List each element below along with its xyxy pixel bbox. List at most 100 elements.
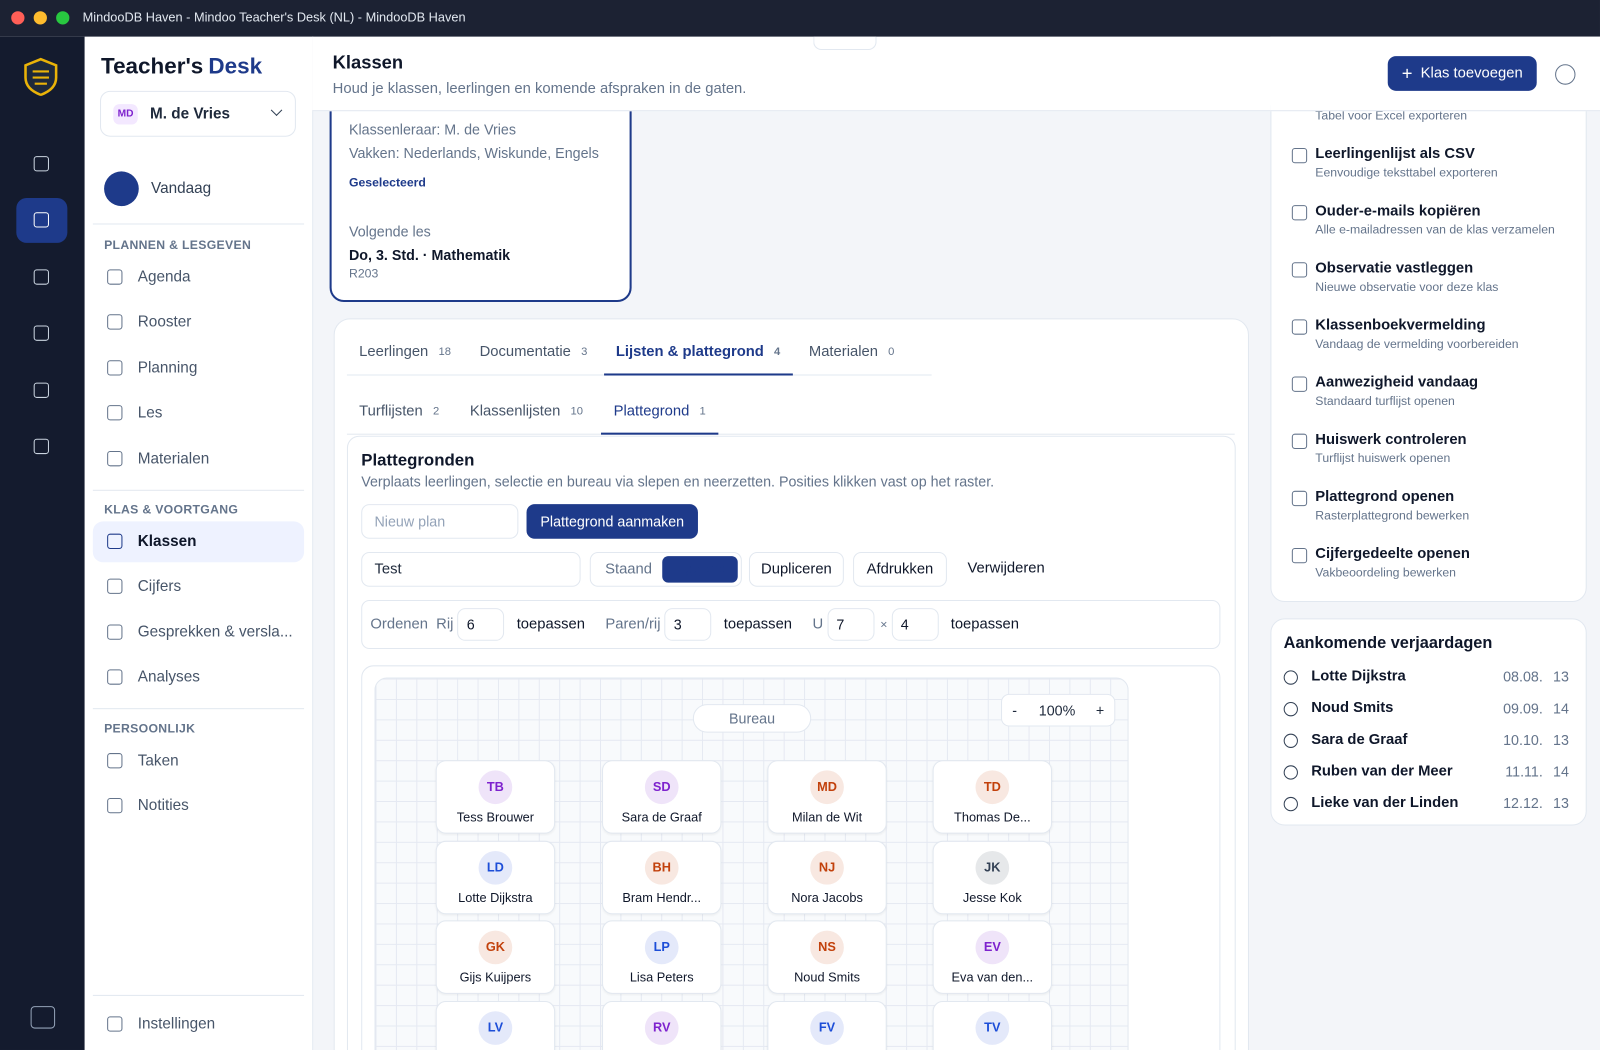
plan-action[interactable]: Verwijderen [967, 560, 1045, 577]
new-plan-input[interactable]: Nieuw plan [361, 504, 519, 539]
nav-item[interactable]: Les [137, 404, 163, 422]
arrange-input[interactable]: 7 [827, 608, 875, 641]
action-title[interactable]: Klassenboekvermelding [1315, 317, 1486, 334]
nav-item[interactable]: Agenda [137, 268, 191, 286]
desk[interactable]: Bureau [692, 704, 812, 733]
arrange-input[interactable]: 3 [664, 608, 712, 641]
zoom-in[interactable]: + [1095, 702, 1105, 719]
tab-label: Leerlingen [359, 343, 429, 361]
arrange-input[interactable]: 4 [891, 608, 939, 641]
seat[interactable]: LP Lisa Peters [602, 920, 722, 995]
action-title[interactable]: Cijfergedeelte openen [1315, 545, 1470, 563]
seat[interactable]: BH Bram Hendr... [602, 840, 722, 914]
arrange-text[interactable]: toepassen [950, 616, 1019, 633]
tab[interactable]: Lijsten & plattegrond 4 [603, 331, 793, 376]
arrange-text[interactable]: toepassen [516, 616, 585, 633]
seat[interactable]: TD Thomas De... [932, 760, 1053, 834]
canvas-frame [361, 665, 1221, 1050]
zoom-out[interactable]: - [1012, 702, 1018, 719]
orientation-option[interactable]: Staand [605, 561, 653, 578]
help-button[interactable] [1555, 64, 1576, 85]
subtab[interactable]: Plattegrond 1 [601, 390, 719, 435]
icon [107, 578, 123, 595]
section-header: PERSOONLIJK [104, 721, 196, 736]
close-button[interactable] [11, 11, 25, 25]
seat[interactable]: NJ Nora Jacobs [767, 840, 887, 914]
plan-name-input[interactable]: Test [361, 552, 581, 587]
subtab[interactable]: Klassenlijsten 10 [458, 390, 596, 435]
birthday-date: 08.08. [1503, 668, 1543, 685]
add-class-button[interactable]: + Klas toevoegen [1387, 56, 1537, 91]
seat[interactable]: TV [932, 1000, 1053, 1050]
action-title[interactable]: Leerlingenlijst als CSV [1315, 145, 1475, 163]
seat[interactable]: NS Noud Smits [767, 920, 887, 995]
tab[interactable]: Leerlingen 18 [347, 331, 463, 376]
seat[interactable]: GK Gijs Kuijpers [435, 920, 556, 995]
action-title[interactable]: Aanwezigheid vandaag [1315, 374, 1479, 391]
brand-part: Desk [208, 53, 263, 79]
seat[interactable]: LD Lotte Dijkstra [435, 840, 556, 914]
nav-item[interactable]: Planning [137, 358, 198, 377]
action-subtitle: Nieuwe observatie voor deze klas [1315, 279, 1499, 294]
icon [107, 624, 123, 640]
nav-item[interactable]: Rooster [137, 313, 192, 332]
seat[interactable]: FV [767, 1000, 887, 1050]
nav-item[interactable]: Gesprekken & versla... [137, 623, 293, 641]
subtab[interactable]: Turflijsten 2 [347, 390, 452, 435]
seat[interactable]: LV [435, 1000, 556, 1050]
nav-item[interactable]: Notities [137, 797, 189, 815]
seat[interactable]: RV [602, 1000, 722, 1050]
action-title[interactable]: Ouder-e-mails kopiëren [1315, 203, 1481, 220]
tab-label: Materialen [808, 343, 878, 361]
tab[interactable]: Documentatie 3 [467, 331, 599, 376]
plan-action[interactable]: Dupliceren [748, 552, 844, 587]
nav-item[interactable]: Taken [137, 752, 179, 770]
arrange-text: Ordenen [370, 616, 428, 633]
divider [92, 223, 305, 225]
seat-initials: FV [810, 1011, 844, 1045]
icon [107, 450, 123, 466]
birthday-date: 09.09. [1503, 699, 1543, 717]
subtab-label: Turflijsten [359, 403, 423, 420]
user-select[interactable]: MD M. de Vries [99, 90, 296, 137]
create-plan-button[interactable]: Plattegrond aanmaken [526, 504, 698, 539]
seat[interactable]: TB Tess Brouwer [435, 760, 556, 834]
plan-action[interactable]: Afdrukken [853, 552, 947, 587]
action-subtitle: Standaard turflijst openen [1315, 393, 1455, 409]
seat[interactable]: SD Sara de Graaf [602, 760, 722, 834]
nav-item[interactable]: Analyses [137, 668, 200, 686]
birthday-age: 13 [1553, 794, 1569, 812]
tab-label: Documentatie [479, 343, 571, 361]
nav-item[interactable]: Materialen [137, 449, 210, 467]
active-rail-item[interactable] [16, 197, 68, 243]
collapse-handle[interactable] [813, 36, 877, 50]
arrange-input[interactable]: 6 [457, 608, 505, 641]
action-title[interactable]: Plattegrond openen [1315, 488, 1455, 506]
actions-card [1270, 91, 1587, 603]
nav-item[interactable]: Cijfers [137, 577, 182, 596]
arrange-text: Rij [436, 616, 454, 633]
action-title[interactable]: Huiswerk controleren [1315, 431, 1467, 448]
birthday-name: Lieke van der Linden [1311, 794, 1459, 812]
collapse-button[interactable] [30, 1006, 56, 1029]
seat-initials: GK [478, 930, 513, 965]
seat[interactable]: JK Jesse Kok [932, 840, 1053, 914]
today-link[interactable]: Vandaag [151, 179, 212, 197]
tab[interactable]: Materialen 0 [797, 331, 907, 376]
seat[interactable]: MD Milan de Wit [767, 760, 887, 834]
seat[interactable]: EV Eva van den... [932, 920, 1053, 995]
birthday-age: 13 [1553, 731, 1569, 748]
arrange-text[interactable]: toepassen [723, 616, 793, 633]
maximize-button[interactable] [56, 11, 70, 25]
orientation-option[interactable]: Liggend [662, 556, 738, 583]
minimize-button[interactable] [33, 11, 47, 25]
action-title[interactable]: Observatie vastleggen [1315, 260, 1474, 277]
settings-link[interactable]: Instellingen [137, 1015, 216, 1033]
class-subjects: Vakken: Nederlands, Wiskunde, Engels [348, 144, 599, 162]
class-card [329, 91, 632, 303]
birthday-age: 13 [1553, 668, 1569, 685]
user-name: M. de Vries [149, 105, 230, 123]
nav-item[interactable]: Klassen [137, 532, 197, 550]
action-subtitle: Vandaag de vermelding voorbereiden [1315, 336, 1519, 352]
birthday-icon [1283, 733, 1298, 748]
